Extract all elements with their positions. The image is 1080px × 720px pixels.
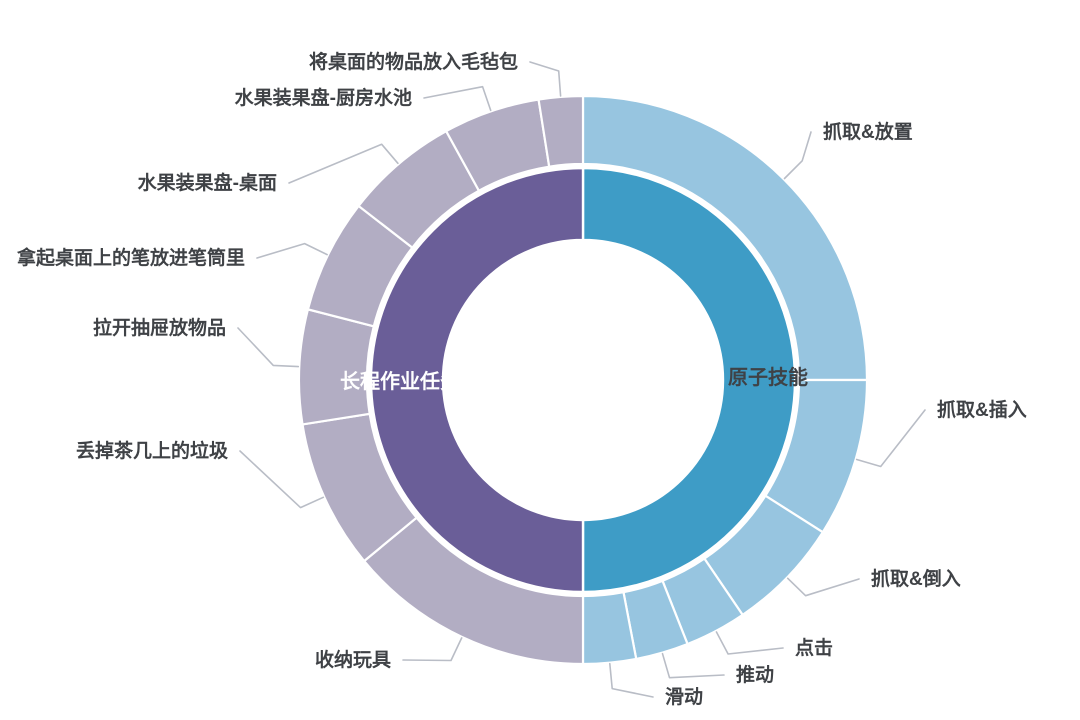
leader-line — [239, 450, 325, 509]
leader-line — [661, 652, 725, 679]
inner-ring-label: 长程作业任务 — [340, 369, 461, 393]
leader-line — [855, 409, 926, 468]
callout-label: 推动 — [736, 663, 774, 686]
inner-ring-label: 原子技能 — [728, 365, 808, 389]
leader-line — [237, 327, 300, 368]
outer-ring-segments[interactable] — [297, 94, 869, 666]
callout-label: 抓取&放置 — [823, 120, 913, 143]
callout-label: 水果装果盘-桌面 — [138, 171, 277, 194]
inner-ring-segment[interactable] — [369, 166, 585, 594]
leader-line — [423, 85, 492, 112]
callout-label: 将桌面的物品放入毛毡包 — [309, 50, 518, 73]
leader-lines — [237, 61, 926, 698]
inner-ring-segment[interactable] — [581, 166, 797, 594]
leader-line — [288, 143, 399, 184]
inner-ring-labels: 原子技能 长程作业任务 — [340, 365, 808, 393]
callout-label: 滑动 — [665, 686, 703, 708]
callout-label: 抓取&插入 — [937, 398, 1027, 421]
outer-ring-segment[interactable] — [537, 94, 585, 168]
inner-ring-segments[interactable] — [369, 166, 797, 594]
leader-line — [786, 577, 860, 597]
leader-line — [715, 631, 784, 655]
leader-line — [609, 662, 654, 698]
callout-label: 点击 — [795, 637, 833, 659]
outer-ring-segment[interactable] — [297, 308, 376, 426]
callout-label: 抓取&倒入 — [871, 567, 961, 590]
callout-label: 水果装果盘-厨房水池 — [235, 86, 412, 109]
leader-line — [256, 242, 328, 259]
leader-line — [529, 61, 562, 97]
leader-line — [402, 637, 463, 662]
callout-label: 拉开抽屉放物品 — [93, 316, 226, 339]
callout-label: 丢掉茶几上的垃圾 — [76, 439, 229, 462]
leader-line — [783, 131, 812, 180]
callout-label: 拿起桌面上的笔放进笔筒里 — [16, 246, 245, 269]
callout-label: 收纳玩具 — [315, 648, 391, 671]
